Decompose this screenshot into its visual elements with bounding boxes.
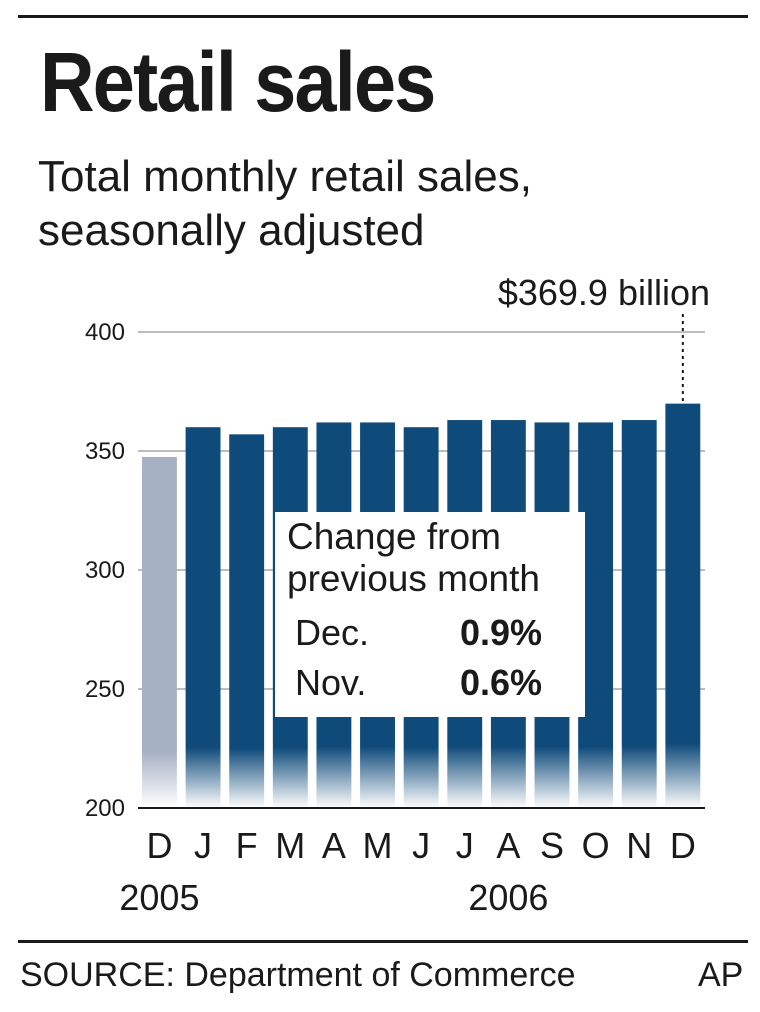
x-tick-label: D [146,825,172,866]
bar [142,456,177,808]
source-note: SOURCE: Department of Commerce [20,956,576,994]
chart-subtitle: Total monthly retail sales, seasonally a… [38,150,532,258]
bottom-rule [18,940,748,943]
bar [665,403,701,808]
change-row-month: Dec. [295,612,370,653]
bar [229,434,265,808]
x-tick-label: N [626,825,652,866]
x-tick-label: F [236,825,258,866]
x-tick-label: M [363,825,393,866]
change-box-heading: Change from previous month [287,516,540,600]
x-tick-label: A [322,825,346,866]
x-tick-label: S [540,825,564,866]
y-tick-label: 250 [85,676,125,703]
x-tick-label: J [194,825,212,866]
y-tick-label: 400 [85,319,125,346]
top-rule [18,15,748,18]
x-tick-label: D [670,825,696,866]
credit-note: AP [698,956,744,994]
change-row-value: 0.9% [460,612,543,653]
x-tick-label: O [582,825,610,866]
year-label: 2005 [119,877,199,918]
change-row-value: 0.6% [460,662,543,703]
bar [621,420,657,808]
y-tick-label: 200 [85,795,125,822]
x-tick-label: M [275,825,305,866]
y-tick-label: 350 [85,438,125,465]
change-box: Change from previous month Dec. 0.9% Nov… [275,512,585,717]
change-row-month: Nov. [295,662,367,703]
change-box-heading-line-2: previous month [287,558,540,599]
x-tick-label: J [412,825,430,866]
year-label: 2006 [468,877,548,918]
chart-title: Retail sales [40,35,436,129]
bar [185,427,221,808]
x-tick-label: J [456,825,474,866]
change-box-heading-line-1: Change from [287,516,501,557]
subtitle-line-1: Total monthly retail sales, [38,152,532,201]
y-tick-label: 300 [85,557,125,584]
x-tick-label: A [496,825,520,866]
subtitle-line-2: seasonally adjusted [38,206,425,255]
annotation-label: $369.9 billion [498,272,710,313]
